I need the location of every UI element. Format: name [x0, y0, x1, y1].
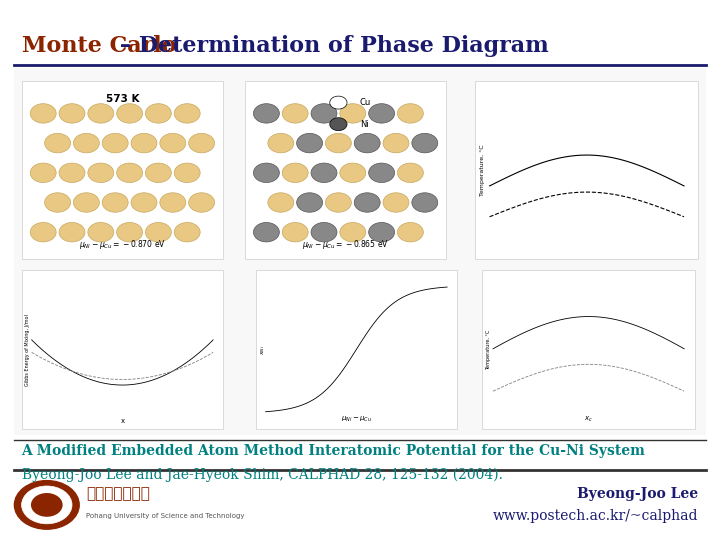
Circle shape — [340, 163, 366, 183]
FancyBboxPatch shape — [22, 270, 223, 429]
Circle shape — [30, 222, 56, 242]
FancyBboxPatch shape — [22, 81, 223, 259]
Circle shape — [160, 193, 186, 212]
FancyBboxPatch shape — [14, 68, 706, 435]
Text: Cu: Cu — [360, 98, 372, 107]
Circle shape — [397, 222, 423, 242]
Circle shape — [189, 133, 215, 153]
Circle shape — [340, 104, 366, 123]
Text: Byeong-Joo Lee: Byeong-Joo Lee — [577, 487, 698, 501]
Circle shape — [174, 104, 200, 123]
Circle shape — [88, 104, 114, 123]
Circle shape — [88, 163, 114, 183]
Text: Monte Carlo: Monte Carlo — [22, 35, 176, 57]
Circle shape — [297, 133, 323, 153]
Circle shape — [59, 104, 85, 123]
Circle shape — [354, 193, 380, 212]
Circle shape — [73, 193, 99, 212]
Circle shape — [145, 104, 171, 123]
Circle shape — [30, 104, 56, 123]
Text: x: x — [120, 418, 125, 424]
Circle shape — [369, 163, 395, 183]
Circle shape — [330, 118, 347, 131]
Circle shape — [397, 104, 423, 123]
Circle shape — [174, 163, 200, 183]
Circle shape — [145, 222, 171, 242]
Circle shape — [325, 133, 351, 153]
Circle shape — [354, 133, 380, 153]
Circle shape — [189, 193, 215, 212]
FancyBboxPatch shape — [245, 81, 446, 259]
Circle shape — [268, 193, 294, 212]
Circle shape — [369, 222, 395, 242]
Circle shape — [340, 222, 366, 242]
Circle shape — [282, 163, 308, 183]
Circle shape — [30, 163, 56, 183]
Circle shape — [397, 163, 423, 183]
Circle shape — [102, 193, 128, 212]
Circle shape — [282, 104, 308, 123]
Circle shape — [174, 222, 200, 242]
Circle shape — [383, 193, 409, 212]
Text: Ni: Ni — [360, 120, 369, 129]
Circle shape — [117, 163, 143, 183]
Circle shape — [330, 96, 347, 109]
Text: Byeong-Joo Lee and Jae-Hyeok Shim, CALPHAD 28, 125-132 (2004).: Byeong-Joo Lee and Jae-Hyeok Shim, CALPH… — [22, 468, 503, 482]
Circle shape — [311, 222, 337, 242]
Circle shape — [253, 222, 279, 242]
Circle shape — [88, 222, 114, 242]
Circle shape — [131, 133, 157, 153]
FancyBboxPatch shape — [14, 475, 266, 535]
Circle shape — [59, 163, 85, 183]
Circle shape — [45, 133, 71, 153]
Text: 573 K: 573 K — [106, 94, 139, 105]
Text: 폰항공과대학교: 폰항공과대학교 — [86, 487, 150, 502]
Text: Temperature, °C: Temperature, °C — [486, 329, 491, 370]
Circle shape — [131, 193, 157, 212]
Text: $x_{Ni}$: $x_{Ni}$ — [259, 345, 267, 355]
Circle shape — [145, 163, 171, 183]
Circle shape — [282, 222, 308, 242]
Circle shape — [45, 193, 71, 212]
Circle shape — [311, 104, 337, 123]
Circle shape — [369, 104, 395, 123]
Circle shape — [117, 222, 143, 242]
Circle shape — [102, 133, 128, 153]
FancyBboxPatch shape — [482, 270, 695, 429]
Text: $\mu_{Ni}-\mu_{Cu}$: $\mu_{Ni}-\mu_{Cu}$ — [341, 415, 372, 424]
Text: www.postech.ac.kr/~calphad: www.postech.ac.kr/~calphad — [493, 509, 698, 523]
Circle shape — [412, 193, 438, 212]
FancyBboxPatch shape — [256, 270, 457, 429]
FancyBboxPatch shape — [475, 81, 698, 259]
Text: Temperature, °C: Temperature, °C — [480, 144, 485, 196]
Text: Gibbs Energy of Mixing, J/mol: Gibbs Energy of Mixing, J/mol — [25, 314, 30, 386]
Text: – Determination of Phase Diagram: – Determination of Phase Diagram — [112, 35, 549, 57]
Circle shape — [160, 133, 186, 153]
Circle shape — [31, 493, 63, 517]
Text: $\mu_{NI}-\mu_{Cu}=-0.870$ eV: $\mu_{NI}-\mu_{Cu}=-0.870$ eV — [79, 238, 166, 251]
Circle shape — [117, 104, 143, 123]
Text: $\mu_{NI}-\mu_{Cu}=-0.865$ eV: $\mu_{NI}-\mu_{Cu}=-0.865$ eV — [302, 238, 389, 251]
Circle shape — [14, 481, 79, 529]
Text: Pohang University of Science and Technology: Pohang University of Science and Technol… — [86, 512, 245, 519]
Circle shape — [253, 104, 279, 123]
Circle shape — [311, 163, 337, 183]
Circle shape — [325, 193, 351, 212]
Circle shape — [297, 193, 323, 212]
Circle shape — [383, 133, 409, 153]
Circle shape — [59, 222, 85, 242]
Text: A Modified Embedded Atom Method Interatomic Potential for the Cu-Ni System: A Modified Embedded Atom Method Interato… — [22, 444, 645, 458]
Circle shape — [73, 133, 99, 153]
Circle shape — [412, 133, 438, 153]
Text: $x_c$: $x_c$ — [584, 415, 593, 424]
Circle shape — [253, 163, 279, 183]
Circle shape — [268, 133, 294, 153]
Circle shape — [22, 486, 72, 524]
